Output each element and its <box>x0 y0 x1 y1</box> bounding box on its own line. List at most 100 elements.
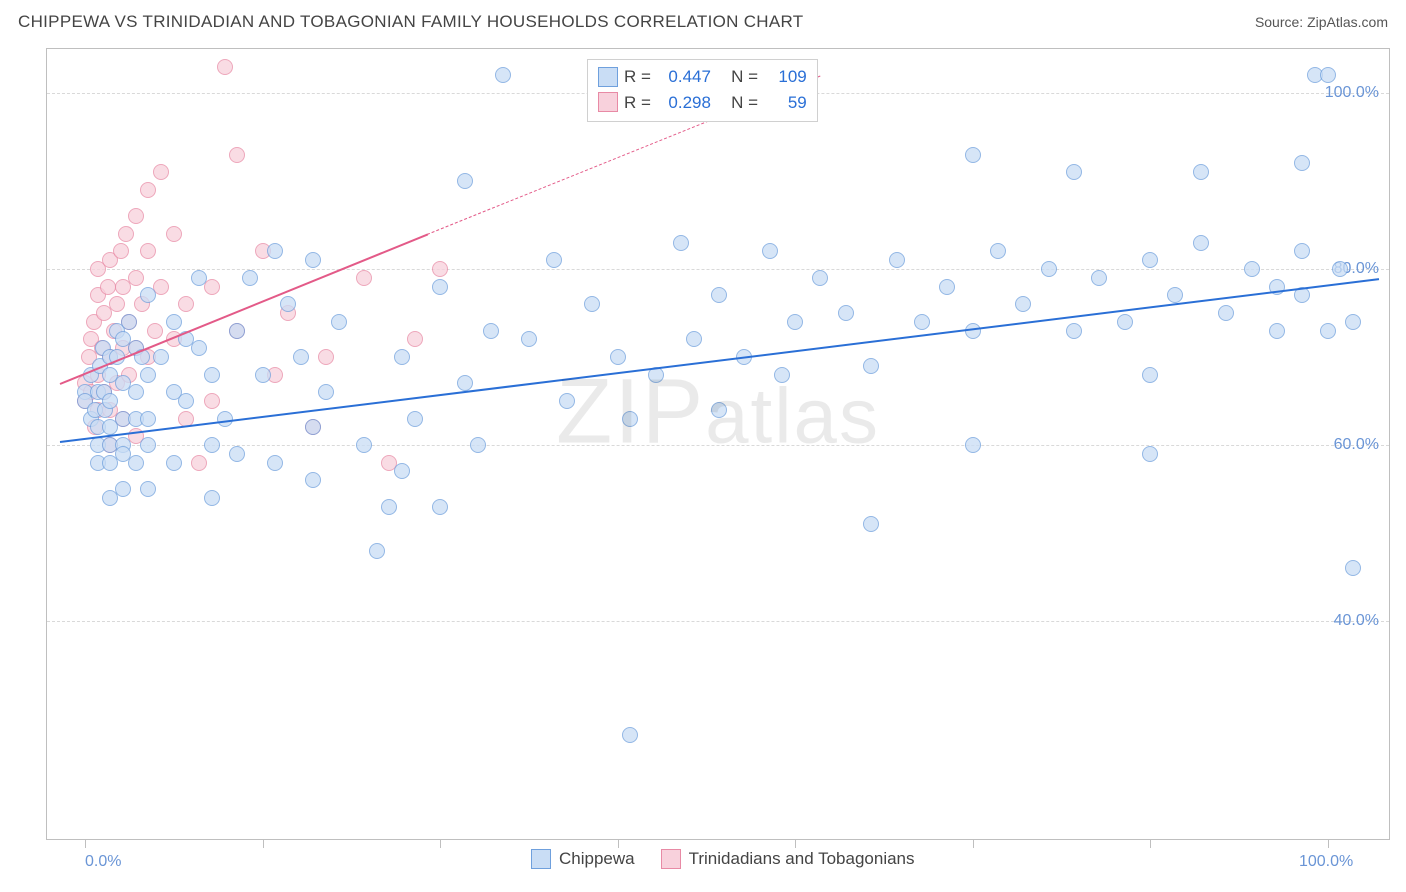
x-tick-mark <box>440 840 441 848</box>
data-point <box>394 463 410 479</box>
data-point <box>1142 252 1158 268</box>
data-point <box>457 173 473 189</box>
data-point <box>1167 287 1183 303</box>
data-point <box>838 305 854 321</box>
data-point <box>990 243 1006 259</box>
data-point <box>191 455 207 471</box>
data-point <box>457 375 473 391</box>
data-point <box>147 323 163 339</box>
data-point <box>204 437 220 453</box>
stat-r: 0.298 <box>657 90 711 116</box>
legend-swatch <box>598 67 618 87</box>
data-point <box>610 349 626 365</box>
data-point <box>217 411 233 427</box>
data-point <box>622 411 638 427</box>
data-point <box>255 367 271 383</box>
data-point <box>153 164 169 180</box>
x-tick-mark <box>973 840 974 848</box>
data-point <box>1193 235 1209 251</box>
data-point <box>140 287 156 303</box>
x-tick-mark <box>618 840 619 848</box>
data-point <box>113 243 129 259</box>
data-point <box>293 349 309 365</box>
data-point <box>356 270 372 286</box>
data-point <box>178 296 194 312</box>
data-point <box>229 147 245 163</box>
data-point <box>267 455 283 471</box>
data-point <box>673 235 689 251</box>
data-point <box>521 331 537 347</box>
x-tick-label: 0.0% <box>85 853 121 871</box>
data-point <box>1332 261 1348 277</box>
data-point <box>100 279 116 295</box>
data-point <box>217 59 233 75</box>
data-point <box>1015 296 1031 312</box>
gridline-h <box>47 621 1389 622</box>
data-point <box>889 252 905 268</box>
y-tick-label: 40.0% <box>1334 612 1379 630</box>
data-point <box>965 147 981 163</box>
data-point <box>787 314 803 330</box>
data-point <box>115 481 131 497</box>
data-point <box>305 252 321 268</box>
data-point <box>432 279 448 295</box>
x-tick-mark <box>795 840 796 848</box>
legend-item: Trinidadians and Tobagonians <box>661 849 915 869</box>
data-point <box>204 393 220 409</box>
data-point <box>267 243 283 259</box>
data-point <box>495 67 511 83</box>
data-point <box>774 367 790 383</box>
data-point <box>166 455 182 471</box>
stats-row: R = 0.298 N = 59 <box>598 90 807 116</box>
data-point <box>1218 305 1234 321</box>
data-point <box>1142 367 1158 383</box>
y-tick-label: 100.0% <box>1325 84 1379 102</box>
legend-swatch <box>598 92 618 112</box>
data-point <box>305 472 321 488</box>
x-tick-label: 100.0% <box>1299 853 1353 871</box>
data-point <box>1117 314 1133 330</box>
data-point <box>394 349 410 365</box>
data-point <box>102 393 118 409</box>
data-point <box>1142 446 1158 462</box>
data-point <box>1345 560 1361 576</box>
data-point <box>381 499 397 515</box>
data-point <box>1320 323 1336 339</box>
data-point <box>1244 261 1260 277</box>
data-point <box>1345 314 1361 330</box>
data-point <box>305 419 321 435</box>
stat-n: 59 <box>769 90 807 116</box>
data-point <box>711 287 727 303</box>
data-point <box>318 349 334 365</box>
legend-swatch <box>661 849 681 869</box>
data-point <box>140 182 156 198</box>
data-point <box>128 455 144 471</box>
legend-item: Chippewa <box>531 849 635 869</box>
data-point <box>109 296 125 312</box>
data-point <box>229 323 245 339</box>
data-point <box>191 270 207 286</box>
data-point <box>318 384 334 400</box>
legend-label: Trinidadians and Tobagonians <box>689 849 915 869</box>
data-point <box>1041 261 1057 277</box>
data-point <box>812 270 828 286</box>
data-point <box>407 411 423 427</box>
x-tick-mark <box>1328 840 1329 848</box>
data-point <box>356 437 372 453</box>
data-point <box>546 252 562 268</box>
data-point <box>140 367 156 383</box>
stats-legend: R = 0.447 N = 109 R = 0.298 N = 59 <box>587 59 818 122</box>
data-point <box>914 314 930 330</box>
data-point <box>470 437 486 453</box>
data-point <box>1066 164 1082 180</box>
data-point <box>1193 164 1209 180</box>
data-point <box>204 367 220 383</box>
x-tick-mark <box>85 840 86 848</box>
stats-row: R = 0.447 N = 109 <box>598 64 807 90</box>
data-point <box>166 314 182 330</box>
data-point <box>1269 323 1285 339</box>
data-point <box>140 411 156 427</box>
data-point <box>711 402 727 418</box>
data-point <box>204 490 220 506</box>
scatter-chart: 40.0%60.0%80.0%100.0%0.0%100.0% R = 0.44… <box>46 48 1390 840</box>
